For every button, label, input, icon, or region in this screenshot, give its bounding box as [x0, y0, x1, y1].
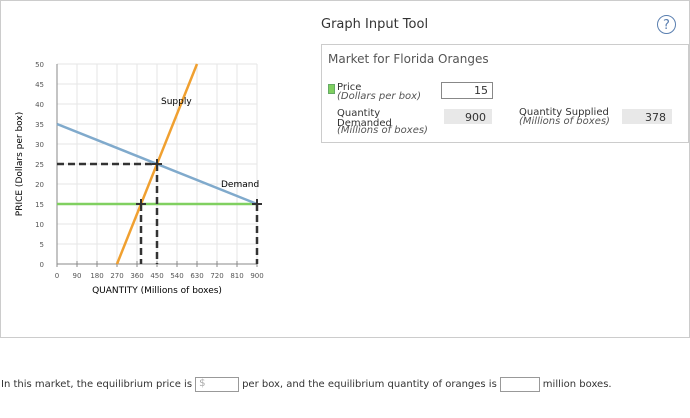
question-text: per box, and the equilibrium quantity of… — [242, 379, 497, 390]
y-tick-label: 45 — [35, 81, 44, 89]
demand-label: Demand — [221, 180, 259, 190]
y-tick-label: 5 — [40, 241, 44, 249]
panel: Market for Florida Oranges Price (Dollar… — [321, 44, 689, 143]
demanded-label: Quantity Demanded — [337, 108, 392, 129]
price-unit: (Dollars per box) — [337, 91, 421, 102]
supplied-label: Quantity Supplied — [519, 107, 609, 118]
supplied-value: 378 — [622, 109, 672, 124]
x-tick-label: 360 — [130, 272, 143, 280]
y-tick-label: 15 — [35, 201, 44, 209]
supply-label: Supply — [161, 97, 192, 107]
demanded-value: 900 — [444, 109, 492, 124]
price-swatch — [328, 84, 335, 94]
x-tick-label: 0 — [55, 272, 59, 280]
y-tick-label: 30 — [35, 141, 44, 149]
question: In this market, the equilibrium price is… — [1, 377, 612, 392]
supplied-unit: (Millions of boxes) — [519, 116, 610, 127]
help-button[interactable]: ? — [657, 15, 676, 34]
question-text: In this market, the equilibrium price is — [1, 379, 193, 390]
x-tick-label: 900 — [250, 272, 263, 280]
y-tick-label: 25 — [35, 161, 44, 169]
x-tick-label: 720 — [210, 272, 223, 280]
chart: PRICE (Dollars per box) QUANTITY (Millio… — [15, 61, 264, 296]
x-tick-label: 90 — [73, 272, 82, 280]
y-tick-label: 20 — [35, 181, 44, 189]
y-tick-label: 40 — [35, 101, 44, 109]
y-axis-label: PRICE (Dollars per box) — [15, 112, 25, 216]
panel-title: Market for Florida Oranges — [328, 52, 489, 66]
demanded-unit: (Millions of boxes) — [337, 125, 428, 136]
y-tick-label: 0 — [40, 261, 44, 269]
x-tick-label: 630 — [190, 272, 203, 280]
price-input[interactable]: 15 — [441, 82, 493, 99]
x-tick-label: 810 — [230, 272, 243, 280]
quantity-answer-input[interactable] — [499, 377, 540, 392]
x-tick-label: 180 — [90, 272, 103, 280]
x-tick-label: 270 — [110, 272, 123, 280]
x-tick-label: 540 — [170, 272, 183, 280]
y-tick-label: 50 — [35, 61, 44, 69]
price-answer-input[interactable]: $ — [195, 377, 240, 392]
price-label: Price — [337, 82, 362, 93]
question-text: million boxes. — [542, 379, 612, 390]
y-tick-label: 10 — [35, 221, 44, 229]
tool-title: Graph Input Tool — [321, 17, 429, 32]
y-tick-label: 35 — [35, 121, 44, 129]
x-tick-label: 450 — [150, 272, 163, 280]
x-axis-label: QUANTITY (Millions of boxes) — [92, 286, 222, 296]
